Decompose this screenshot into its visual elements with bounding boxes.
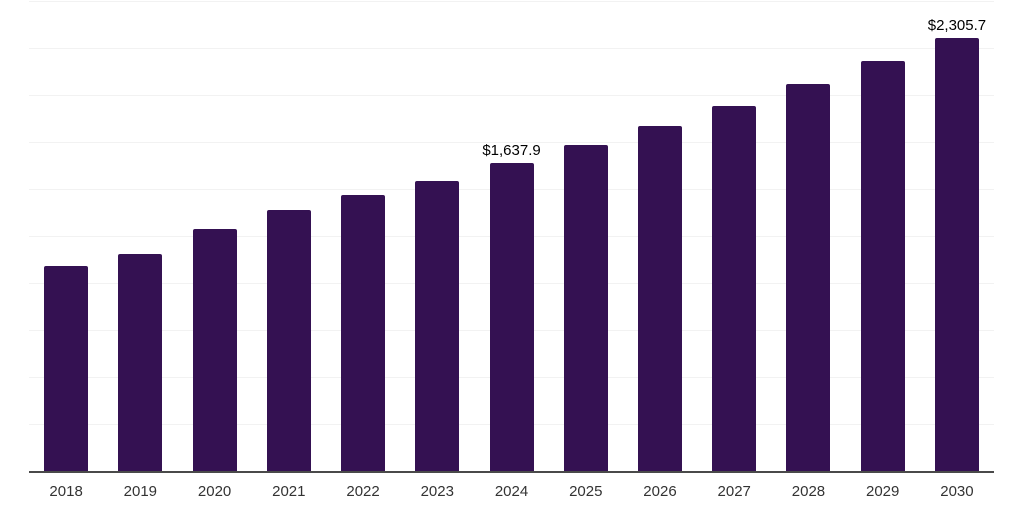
bar-2025 — [563, 145, 608, 471]
bar-group-2018 — [29, 266, 103, 471]
bar-group-2022 — [326, 195, 400, 471]
bar-group-2030: $2,305.7 — [920, 18, 994, 471]
bar-series: $1,637.9 $2,305.7 — [29, 1, 994, 471]
bar-2021 — [266, 210, 311, 471]
bar-value-label-2024: $1,637.9 — [482, 142, 541, 160]
x-tick-label-2021: 2021 — [272, 483, 306, 500]
bar-2024 — [489, 163, 534, 471]
x-axis-labels: 2018 2019 2020 2021 2022 2023 2024 2025 2026 2027… — [29, 484, 994, 500]
bar-2018 — [44, 266, 89, 471]
bar-group-2025 — [549, 145, 623, 471]
bar-2026 — [637, 125, 682, 471]
x-tick-label-2024: 2024 — [494, 483, 529, 500]
x-tick-label-2020: 2020 — [197, 483, 232, 500]
bar-2020 — [192, 229, 237, 471]
x-tick-label-2023: 2023 — [420, 483, 454, 500]
bar-2029 — [860, 61, 905, 471]
bar-2022 — [341, 195, 386, 471]
bar-group-2024: $1,637.9 — [474, 143, 548, 471]
bar-group-2029 — [846, 61, 920, 471]
x-tick-label-2030: 2030 — [940, 483, 974, 500]
bar-group-2028 — [771, 84, 845, 471]
bar-group-2027 — [697, 105, 771, 471]
bar-2027 — [712, 105, 757, 471]
bar-group-2021 — [252, 210, 326, 471]
bar-group-2026 — [623, 125, 697, 471]
bar-2023 — [415, 180, 460, 471]
x-tick-label-2028: 2028 — [791, 483, 826, 500]
plot-area: $1,637.9 $2,305.7 — [29, 1, 994, 473]
bar-2028 — [786, 84, 831, 471]
x-tick-label-2029: 2029 — [866, 483, 900, 500]
x-tick-label-2027: 2027 — [717, 483, 751, 500]
bar-group-2023 — [400, 180, 474, 471]
bar-group-2019 — [103, 254, 177, 471]
x-tick-label-2026: 2026 — [643, 483, 677, 500]
bar-value-label-2030: $2,305.7 — [927, 16, 987, 34]
bar-2030 — [934, 37, 979, 471]
x-tick-label-2025: 2025 — [569, 483, 603, 500]
x-tick-label-2019: 2019 — [123, 483, 158, 500]
bar-group-2020 — [177, 229, 251, 471]
bar-2019 — [118, 254, 163, 471]
x-tick-label-2018: 2018 — [49, 483, 83, 500]
x-tick-label-2022: 2022 — [346, 483, 380, 500]
